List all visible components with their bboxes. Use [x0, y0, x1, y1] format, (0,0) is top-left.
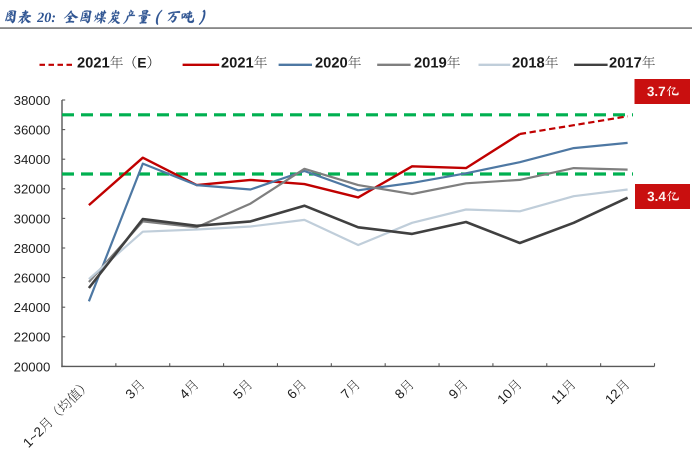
svg-text:22000: 22000 [14, 330, 51, 345]
svg-text:24000: 24000 [14, 300, 51, 315]
svg-text:26000: 26000 [14, 271, 51, 286]
svg-text:20000: 20000 [14, 359, 51, 374]
svg-text:38000: 38000 [14, 93, 51, 108]
svg-text:34000: 34000 [14, 152, 51, 167]
svg-text:32000: 32000 [14, 182, 51, 197]
svg-text:28000: 28000 [14, 241, 51, 256]
svg-text:36000: 36000 [14, 123, 51, 138]
svg-text:30000: 30000 [14, 211, 51, 226]
